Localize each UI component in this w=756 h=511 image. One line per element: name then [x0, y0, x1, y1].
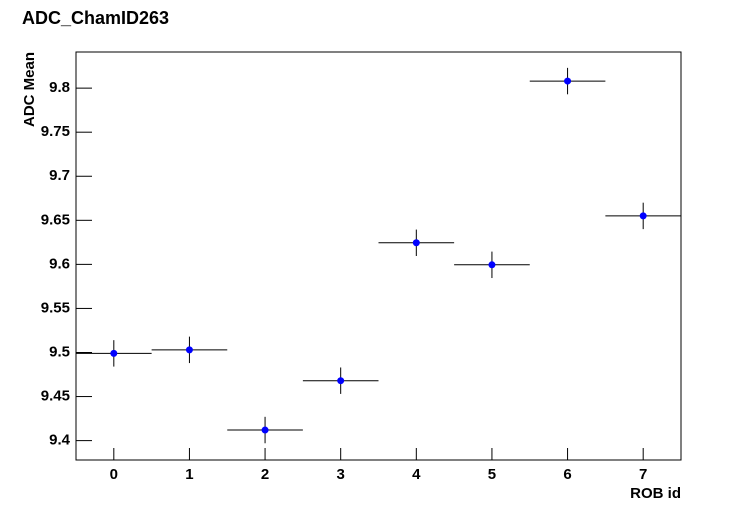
- data-point: [488, 261, 496, 269]
- y-tick-label: 9.6: [49, 255, 70, 272]
- x-tick-label: 0: [110, 466, 118, 483]
- x-tick-label: 4: [412, 466, 421, 483]
- y-tick-label: 9.7: [49, 167, 70, 184]
- data-point: [412, 239, 420, 247]
- data-point: [110, 349, 118, 357]
- y-tick-label: 9.45: [41, 388, 70, 405]
- data-point: [337, 377, 345, 385]
- y-tick-label: 9.65: [41, 211, 70, 228]
- data-point: [639, 212, 647, 220]
- y-tick-label: 9.4: [49, 432, 71, 449]
- x-tick-label: 2: [261, 466, 269, 483]
- y-axis-label: ADC Mean: [21, 52, 38, 127]
- data-point: [564, 77, 572, 85]
- y-tick-label: 9.75: [41, 123, 70, 140]
- y-tick-label: 9.5: [49, 343, 70, 360]
- x-tick-label: 3: [337, 466, 345, 483]
- x-tick-label: 5: [488, 466, 496, 483]
- y-tick-label: 9.8: [49, 79, 70, 96]
- x-tick-label: 7: [639, 466, 647, 483]
- y-tick-label: 9.55: [41, 299, 70, 316]
- x-axis-label: ROB id: [630, 485, 681, 502]
- x-tick-label: 6: [563, 466, 571, 483]
- data-point: [261, 426, 269, 434]
- chart-title: ADC_ChamID263: [22, 8, 169, 28]
- data-point: [185, 346, 193, 354]
- x-tick-label: 1: [185, 466, 193, 483]
- plot-frame: [75, 51, 682, 461]
